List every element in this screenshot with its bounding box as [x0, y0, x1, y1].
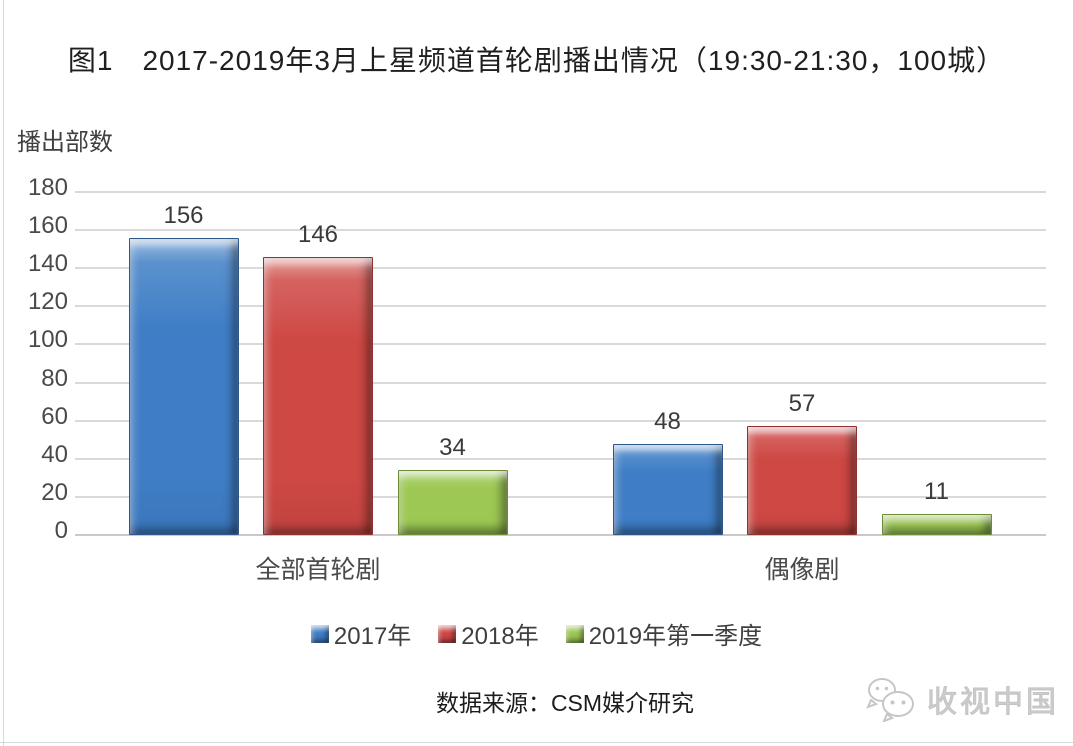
gridline — [75, 267, 1046, 270]
y-tick-label: 140 — [27, 250, 68, 278]
data-source: 数据来源：CSM媒介研究 — [435, 690, 695, 716]
gridline — [75, 381, 1046, 384]
y-tick-label: 180 — [27, 174, 68, 201]
legend-swatch-icon — [438, 624, 457, 643]
watermark-text: 收视中国 — [927, 686, 1059, 720]
y-tick-label: 100 — [27, 326, 68, 354]
left-border-line — [3, 0, 4, 746]
bar — [263, 256, 373, 535]
chart-title: 图1 2017-2019年3月上星频道首轮剧播出情况（19:30-21:30，1… — [67, 45, 1006, 76]
bar-value-label: 34 — [439, 434, 466, 462]
bar — [747, 426, 857, 535]
legend-swatch-icon — [565, 624, 584, 643]
watermark: 收视中国 — [863, 676, 1059, 722]
y-tick-label: 160 — [27, 212, 68, 240]
y-tick-label: 120 — [27, 288, 68, 316]
gridline — [75, 305, 1046, 308]
wechat-logo-icon — [866, 678, 914, 722]
legend-label: 2017年 — [333, 623, 412, 650]
bar-value-label: 146 — [297, 220, 339, 248]
y-tick-label: 60 — [41, 402, 68, 430]
x-category-label: 全部首轮剧 — [255, 556, 381, 584]
y-axis-title: 播出部数 — [17, 129, 113, 156]
legend-label: 2019年第一季度 — [588, 623, 763, 650]
x-category-label: 偶像剧 — [764, 556, 840, 584]
bar — [881, 514, 992, 535]
y-tick-label: 80 — [41, 364, 68, 392]
gridline — [75, 534, 1046, 536]
legend-swatch-icon — [310, 624, 329, 643]
bar-value-label: 48 — [654, 407, 681, 435]
legend-item: 2017年 — [310, 616, 412, 651]
gridline — [75, 343, 1046, 346]
legend-item: 2018年 — [438, 616, 539, 651]
bar — [612, 443, 723, 535]
gridline — [75, 419, 1046, 422]
legend-label: 2018年 — [461, 623, 539, 650]
bottom-border-line — [0, 742, 1073, 743]
bar — [397, 470, 508, 535]
gridline — [75, 191, 1046, 193]
gridline — [75, 457, 1046, 460]
gridline — [75, 229, 1046, 232]
y-tick-label: 40 — [41, 440, 68, 468]
bar-value-label: 57 — [788, 390, 816, 418]
bar — [128, 237, 239, 535]
legend-item: 2019年第一季度 — [565, 616, 763, 651]
y-tick-label: 20 — [41, 478, 68, 506]
bar-value-label: 11 — [924, 478, 949, 506]
gridline — [75, 495, 1046, 498]
bar-value-label: 156 — [163, 201, 204, 229]
legend: 2017年 2018年 2019年第一季度 — [0, 616, 1073, 651]
y-tick-label: 0 — [54, 517, 68, 544]
